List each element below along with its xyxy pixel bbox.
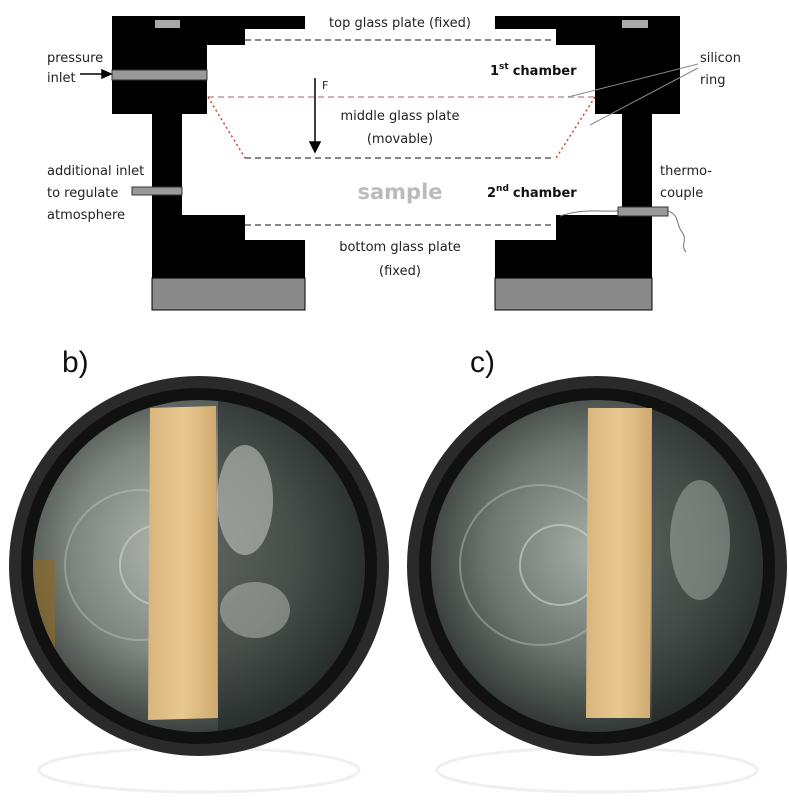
shape <box>556 97 595 158</box>
middle-plate-label: (movable) <box>367 132 433 147</box>
sample-label: sample <box>357 180 442 204</box>
shape <box>102 70 111 78</box>
cell-right <box>495 16 680 278</box>
shape <box>217 445 273 555</box>
shape <box>670 480 730 600</box>
shape <box>208 97 245 158</box>
photo-b <box>9 376 418 792</box>
pressure-inlet-label: inlet <box>47 71 76 86</box>
shape <box>148 406 218 720</box>
bottom-plate-label: (fixed) <box>379 264 421 279</box>
figure: top glass plate (fixed) pressure inlet 1… <box>0 0 789 808</box>
force-arrow <box>310 78 320 152</box>
base-left <box>152 278 305 310</box>
thermocouple-label: couple <box>660 186 703 201</box>
additional-inlet-tube <box>132 187 182 195</box>
silicon-ring-label: silicon <box>700 51 741 66</box>
screw-right <box>622 20 648 28</box>
shape <box>495 240 652 278</box>
first-chamber-label: 1st chamber <box>490 62 577 79</box>
photo-c <box>407 376 789 792</box>
chamber-suffix: nd <box>496 184 509 194</box>
shape <box>310 142 320 152</box>
shape <box>112 16 305 29</box>
thermocouple-label: thermo- <box>660 164 712 179</box>
shape <box>112 28 245 45</box>
shape <box>556 28 680 45</box>
top-plate-label: top glass plate (fixed) <box>329 16 471 31</box>
shape <box>556 215 652 241</box>
additional-inlet-label: to regulate <box>47 186 118 201</box>
additional-inlet-label: additional inlet <box>47 164 144 179</box>
screw-left <box>155 20 180 28</box>
chamber-number: 2 <box>487 186 496 201</box>
middle-plate-label: middle glass plate <box>341 109 460 124</box>
shape <box>495 16 680 29</box>
silicon-ring <box>208 97 595 158</box>
shape <box>152 215 245 241</box>
cell-left <box>112 16 305 278</box>
silicon-ring-label: ring <box>700 73 725 88</box>
chamber-suffix: st <box>499 62 509 72</box>
pressure-inlet-label: pressure <box>47 51 103 66</box>
shape <box>622 113 652 216</box>
shape <box>152 240 305 278</box>
thermocouple-lead <box>668 211 686 252</box>
second-chamber-label: 2nd chamber <box>487 184 577 201</box>
shape <box>586 408 652 718</box>
force-label: F <box>322 79 328 92</box>
thermocouple-tube <box>618 207 668 216</box>
pressure-arrow <box>80 70 111 78</box>
chamber-text: chamber <box>513 64 577 79</box>
bottom-plate-label: bottom glass plate <box>339 240 461 255</box>
page: {"diagram": { "top_plate": "top glass pl… <box>0 0 789 808</box>
shape <box>220 582 290 638</box>
chamber-number: 1 <box>490 64 499 79</box>
photo-label: c) <box>470 346 495 379</box>
chamber-text: chamber <box>513 186 577 201</box>
additional-inlet-label: atmosphere <box>47 208 125 223</box>
pressure-inlet-tube <box>112 70 207 80</box>
base-right <box>495 278 652 310</box>
photo-label: b) <box>62 346 89 379</box>
shape <box>152 113 182 216</box>
